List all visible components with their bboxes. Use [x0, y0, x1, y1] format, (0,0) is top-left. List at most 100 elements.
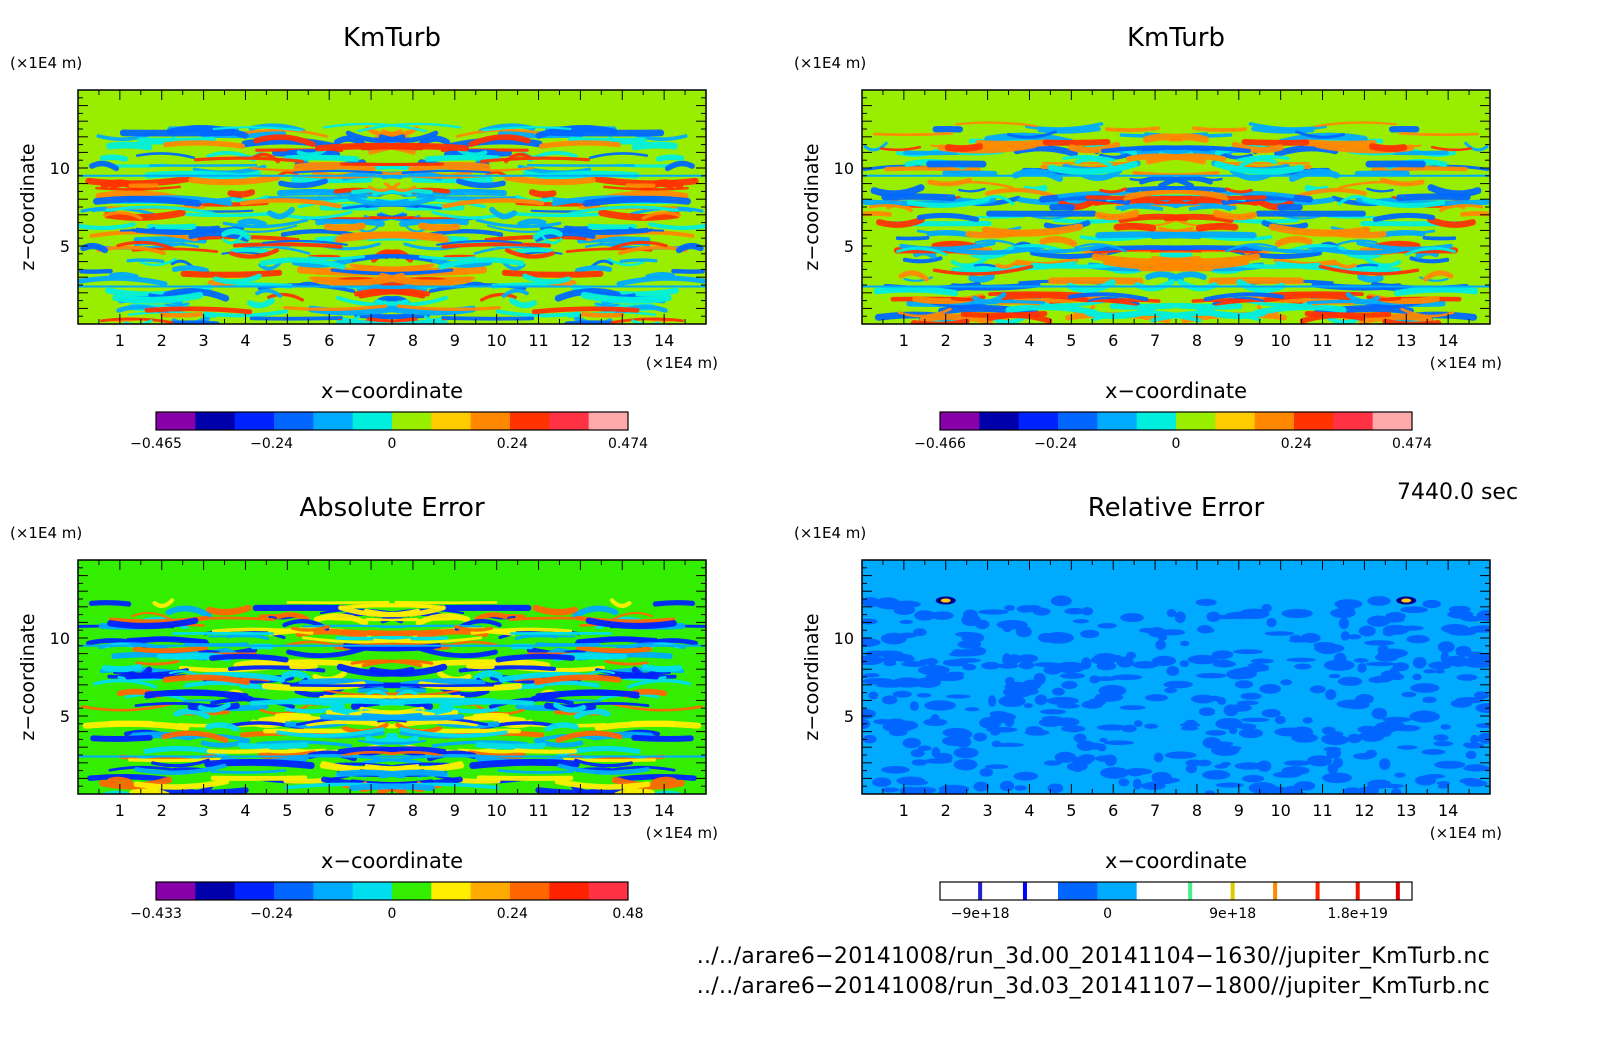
contour-streak [1129, 177, 1151, 182]
contour-streak [504, 248, 555, 259]
contour-streak [296, 148, 327, 157]
contour-blotch [1040, 709, 1067, 715]
contour-blotch [1202, 770, 1231, 780]
contour-blotch [1093, 652, 1119, 665]
contour-blotch [1337, 676, 1363, 686]
contour-streak [614, 774, 697, 783]
contour-streak [173, 708, 210, 720]
colorbar-segment [1215, 882, 1256, 900]
contour-blotch [1097, 622, 1117, 629]
contour-streak [458, 665, 557, 673]
contour-streak [291, 257, 353, 268]
contour-streak [1212, 296, 1266, 305]
contour-streak [1195, 222, 1239, 232]
colorbar-label: −0.465 [130, 436, 182, 452]
contour-blotch [1152, 655, 1177, 666]
contour-blotch [1163, 680, 1194, 689]
contour-blotch [1103, 740, 1135, 746]
contour-blotch [997, 663, 1019, 669]
contour-blotch [1355, 694, 1374, 705]
contour-streak [1379, 177, 1425, 187]
contour-blotch [881, 695, 898, 705]
contour-blotch [1406, 635, 1430, 644]
contour-streak [946, 244, 1046, 255]
contour-streak [1042, 139, 1111, 146]
contour-streak [1335, 261, 1357, 269]
colorbar [939, 881, 1413, 901]
contour-streak [184, 211, 277, 218]
contour-blotch [874, 597, 901, 610]
contour-streak [227, 189, 256, 198]
contour-blotch [862, 673, 880, 678]
contour-streak [151, 758, 210, 768]
contour-blotch [1436, 780, 1450, 786]
contour-blotch [1076, 742, 1106, 750]
contour-blotch [1248, 782, 1277, 794]
contour-streak [1371, 166, 1468, 173]
contour-streak [1394, 286, 1479, 297]
contour-blotch [1421, 749, 1446, 755]
colorbar-label: −0.433 [130, 906, 182, 922]
contour-streak [1400, 307, 1455, 318]
contour-streak [386, 732, 419, 746]
colorbar-label: 0.474 [608, 436, 648, 452]
colorbar-label: −0.24 [250, 436, 293, 452]
contour-streak [1398, 131, 1479, 137]
contour-blotch [1153, 752, 1164, 763]
contour-blotch [1274, 715, 1286, 725]
contour-streak [1208, 277, 1304, 285]
contour-blotch [1266, 617, 1277, 628]
y-axis-unit: (×1E4 m) [10, 524, 82, 542]
contour-streak [436, 239, 522, 246]
contour-blotch [1213, 696, 1223, 702]
x-tick-label: 11 [528, 801, 548, 820]
contour-streak [574, 265, 613, 274]
contour-blotch [1379, 758, 1391, 770]
contour-blotch [1440, 724, 1451, 730]
colorbar-mark [1355, 882, 1360, 900]
contour-streak [323, 222, 366, 232]
contour-streak [1175, 302, 1243, 310]
x-tick-label: 7 [366, 331, 376, 350]
contour-streak [588, 152, 649, 160]
contour-blotch [1071, 766, 1084, 773]
contour-streak [576, 645, 652, 654]
contour-streak [132, 645, 208, 654]
contour-streak [78, 275, 168, 287]
contour-blotch [1164, 687, 1177, 694]
colorbar-mark [1395, 882, 1400, 900]
contour-streak [1188, 204, 1237, 211]
panel-kmturb-right: KmTurb(×1E4 m)1 2 3 4 5 6 7 8 9 10 11 12 13 14510(×1E… [794, 23, 1502, 452]
contour-blotch [1342, 787, 1363, 794]
contour-blotch [1014, 785, 1027, 791]
contour-blotch [1396, 745, 1418, 750]
contour-streak [568, 311, 657, 319]
contour-blotch [1250, 658, 1274, 664]
contour-streak [457, 148, 488, 157]
contour-streak [418, 255, 477, 261]
contour-blotch [1144, 694, 1168, 702]
contour-streak [641, 664, 683, 673]
contour-blotch [901, 661, 927, 667]
contour-blotch [1002, 653, 1012, 666]
contour-streak [1067, 292, 1149, 302]
x-tick-label: 3 [983, 801, 993, 820]
contour-streak [1014, 244, 1105, 254]
contour-blotch [1096, 661, 1117, 671]
contour-streak [319, 762, 416, 773]
contour-streak [1306, 244, 1406, 255]
contour-streak [315, 217, 385, 227]
contour-streak [1356, 263, 1379, 268]
contour-blotch [978, 609, 1009, 615]
contour-blotch [1410, 683, 1440, 693]
x-tick-label: 13 [1396, 331, 1416, 350]
contour-streak [1048, 277, 1144, 285]
contour-streak [129, 636, 210, 647]
contour-streak [338, 605, 421, 618]
contour-streak [619, 258, 658, 263]
contour-blotch [918, 665, 950, 676]
contour-blotch [1002, 686, 1033, 698]
contour-streak [1464, 141, 1489, 152]
contour-blotch [1234, 680, 1254, 689]
contour-blotch [1440, 651, 1450, 663]
